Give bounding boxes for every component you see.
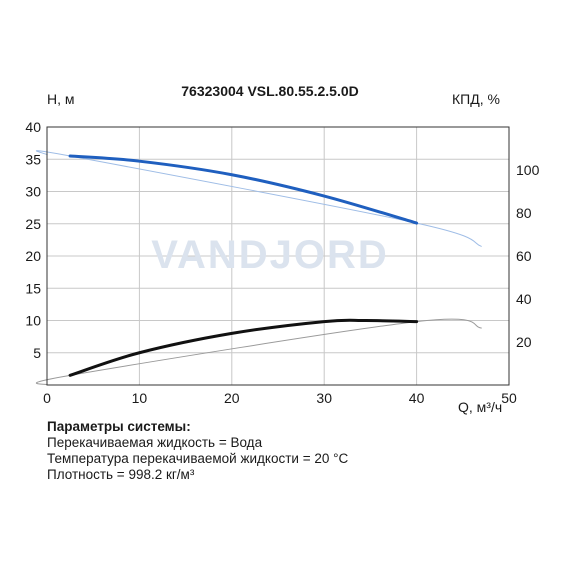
system-parameters: Параметры системы: Перекачиваемая жидкос… xyxy=(47,419,348,483)
pump-curve-chart: VANDJORD 0 10 20 30 40 50 5 10 15 20 25 30 35 40 20 40 6… xyxy=(25,83,539,415)
x-tick-label: 40 xyxy=(409,390,425,406)
param-temperature: Температура перекачиваемой жидкости = 20… xyxy=(47,451,349,466)
y-right-tick-label: 20 xyxy=(516,334,532,350)
y-left-label: H, м xyxy=(47,91,75,107)
x-tick-label: 50 xyxy=(501,390,517,406)
y-right-tick-label: 40 xyxy=(516,291,532,307)
y-left-tick-label: 10 xyxy=(25,313,41,329)
y-right-tick-label: 80 xyxy=(516,205,532,221)
param-density: Плотность = 998.2 кг/м³ xyxy=(47,467,195,482)
y-left-tick-label: 20 xyxy=(25,248,41,264)
y-right-tick-label: 100 xyxy=(516,162,540,178)
efficiency-curve xyxy=(68,318,419,377)
head-curve xyxy=(68,154,419,225)
param-liquid: Перекачиваемая жидкость = Вода xyxy=(47,435,263,450)
y-left-tick-label: 25 xyxy=(25,216,41,232)
plot-frame xyxy=(46,126,510,386)
x-tick-label: 30 xyxy=(316,390,332,406)
x-tick-label: 10 xyxy=(132,390,148,406)
y-right-label: КПД, % xyxy=(452,91,500,107)
series-group xyxy=(35,150,482,386)
y-right-tick-label: 60 xyxy=(516,248,532,264)
x-tick-label: 0 xyxy=(43,390,51,406)
watermark: VANDJORD xyxy=(151,233,389,277)
y-left-tick-label: 40 xyxy=(25,119,41,135)
x-tick-label: 20 xyxy=(224,390,240,406)
y-left-tick-label: 30 xyxy=(25,184,41,200)
efficiency-curve-extension xyxy=(35,318,482,386)
params-title: Параметры системы: xyxy=(47,419,191,434)
chart-title: 76323004 VSL.80.55.2.5.0D xyxy=(181,83,358,99)
x-axis-label: Q, м³/ч xyxy=(458,399,502,415)
y-left-tick-label: 15 xyxy=(25,280,41,296)
y-left-tick-label: 35 xyxy=(25,151,41,167)
y-left-tick-label: 5 xyxy=(33,345,41,361)
head-curve-extension xyxy=(35,150,482,247)
axes: 0 10 20 30 40 50 5 10 15 20 25 30 35 40 20 40 60 80 100 xyxy=(25,119,539,406)
